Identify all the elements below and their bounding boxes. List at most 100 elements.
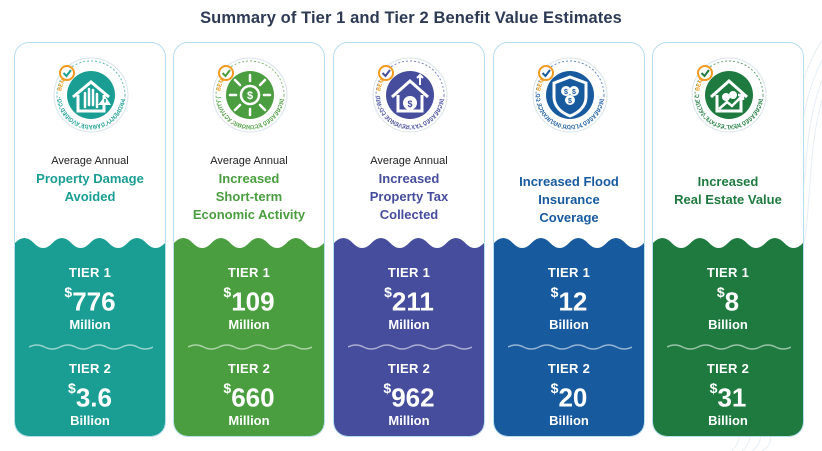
tier-2-label: TIER 2 xyxy=(387,361,431,376)
card-lead: Average Annual xyxy=(370,155,448,167)
wave-edge xyxy=(494,238,644,253)
tier-2-unit: Billion xyxy=(708,412,748,428)
tier-2-unit: Million xyxy=(228,412,270,428)
tier-2-amount: 31 xyxy=(717,382,747,413)
tier-2-value: $3.6 xyxy=(15,378,165,412)
tier-1-block: TIER 1 $12 Billion xyxy=(494,265,644,332)
tier-2-value: $20 xyxy=(494,378,644,412)
wave-edge xyxy=(15,238,165,253)
tier-panel: TIER 1 $109 Million TIER 2 $660 Million xyxy=(174,233,324,436)
tier-1-unit: Million xyxy=(388,316,430,332)
svg-text:$: $ xyxy=(568,98,572,105)
tier-1-unit: Billion xyxy=(549,316,589,332)
svg-text:$: $ xyxy=(247,90,253,102)
tier-divider xyxy=(508,344,632,350)
tier-2-amount: 20 xyxy=(558,382,588,413)
tier-1-unit: Million xyxy=(228,316,270,332)
card-headline-line: Collected xyxy=(379,207,439,222)
wave-edge xyxy=(174,238,324,253)
tier-1-amount: 12 xyxy=(558,286,588,317)
house-moneybag-icon: INCREASED TAX REVENUE CO-WIDEBENEFIT$ xyxy=(370,55,448,133)
house-hand-warning-icon: PROPERTY DAMAGE AVOIDED CO-WIDEBENEFIT xyxy=(51,55,129,133)
benefit-card-real-estate: INCREASED REAL ESTATE VALUE CO-WIDEBENEF… xyxy=(652,42,804,437)
tier-1-value: $211 xyxy=(334,282,484,316)
tier-2-label: TIER 2 xyxy=(547,361,591,376)
card-headline-line: Short-term xyxy=(215,189,283,204)
card-headline-line: Increased xyxy=(697,174,759,189)
tier-2-amount: 962 xyxy=(391,382,435,413)
tier-2-block: TIER 2 $3.6 Billion xyxy=(15,361,165,428)
card-headline-line: Increased Flood xyxy=(519,174,619,189)
dollar-sign: $ xyxy=(64,284,73,300)
tier-2-block: TIER 2 $20 Billion xyxy=(494,361,644,428)
benefit-card-economic-activity: INCREASED ECONOMIC ACTIVITY (GVA)BENEFIT… xyxy=(173,42,325,437)
tier-2-unit: Million xyxy=(388,412,430,428)
money-arrows-icon: INCREASED ECONOMIC ACTIVITY (GVA)BENEFIT… xyxy=(210,55,288,133)
tier-2-label: TIER 2 xyxy=(706,361,750,376)
card-lead: Average Annual xyxy=(51,155,129,167)
card-headline-line: Economic Activity xyxy=(192,207,306,222)
card-headline-line: Avoided xyxy=(64,189,116,204)
shield-coins-icon: INCREASED FLOOD INSURANCE COVERAGE CO-WI… xyxy=(530,55,608,133)
svg-text:$: $ xyxy=(407,99,412,109)
tier-1-block: TIER 1 $8 Billion xyxy=(653,265,803,332)
dollar-sign: $ xyxy=(223,284,232,300)
page-title: Summary of Tier 1 and Tier 2 Benefit Val… xyxy=(200,9,622,27)
tier-panel: TIER 1 $211 Million TIER 2 $962 Million xyxy=(334,233,484,436)
card-headline-line: Coverage xyxy=(539,210,599,225)
dollar-sign: $ xyxy=(384,284,392,300)
tier-2-label: TIER 2 xyxy=(227,361,271,376)
tier-divider xyxy=(188,344,312,350)
tier-1-amount: 109 xyxy=(231,286,275,317)
benefit-card-flood-insurance: INCREASED FLOOD INSURANCE COVERAGE CO-WI… xyxy=(493,42,645,437)
tier-1-value: $776 xyxy=(15,282,165,316)
tier-2-block: TIER 2 $31 Billion xyxy=(653,361,803,428)
benefit-card-property-damage: PROPERTY DAMAGE AVOIDED CO-WIDEBENEFIT A… xyxy=(14,42,166,437)
tier-1-label: TIER 1 xyxy=(706,265,750,280)
wave-edge xyxy=(334,238,484,253)
tier-1-label: TIER 1 xyxy=(547,265,591,280)
tier-1-unit: Million xyxy=(69,316,111,332)
tier-panel: TIER 1 $12 Billion TIER 2 $20 Billion xyxy=(494,233,644,436)
tier-2-label: TIER 2 xyxy=(68,361,112,376)
tier-1-amount: 776 xyxy=(72,286,116,317)
tier-2-unit: Billion xyxy=(549,412,589,428)
tier-1-block: TIER 1 $109 Million xyxy=(174,265,324,332)
tier-divider xyxy=(348,344,472,350)
card-headline-line: Increased xyxy=(378,171,440,186)
card-lead: Average Annual xyxy=(210,155,288,167)
tier-1-value: $12 xyxy=(494,282,644,316)
tier-1-unit: Billion xyxy=(708,316,748,332)
tier-2-value: $660 xyxy=(174,378,324,412)
tier-1-block: TIER 1 $776 Million xyxy=(15,265,165,332)
tier-2-block: TIER 2 $962 Million xyxy=(334,361,484,428)
dollar-sign: $ xyxy=(550,284,559,300)
card-headline-line: Real Estate Value xyxy=(674,192,782,207)
tier-divider xyxy=(667,344,791,350)
tier-2-value: $31 xyxy=(653,378,803,412)
tier-2-amount: 3.6 xyxy=(75,382,112,413)
dollar-sign: $ xyxy=(716,284,725,300)
dollar-sign: $ xyxy=(383,380,392,396)
svg-text:$: $ xyxy=(564,89,568,96)
tier-1-label: TIER 1 xyxy=(227,265,271,280)
dollar-sign: $ xyxy=(223,380,232,396)
tier-2-unit: Billion xyxy=(70,412,110,428)
card-headline-line: Increased xyxy=(218,171,280,186)
dollar-sign: $ xyxy=(709,380,718,396)
tier-panel: TIER 1 $776 Million TIER 2 $3.6 Billion xyxy=(15,233,165,436)
dollar-sign: $ xyxy=(550,380,559,396)
tier-1-value: $8 xyxy=(653,282,803,316)
tier-1-amount: 8 xyxy=(724,286,740,317)
card-headline-line: Property Tax xyxy=(369,189,449,204)
tier-1-block: TIER 1 $211 Million xyxy=(334,265,484,332)
benefit-card-property-tax: INCREASED TAX REVENUE CO-WIDEBENEFIT$ Av… xyxy=(333,42,485,437)
tier-2-block: TIER 2 $660 Million xyxy=(174,361,324,428)
card-headline-line: Insurance xyxy=(538,192,600,207)
house-growth-icon: INCREASED REAL ESTATE VALUE CO-WIDEBENEF… xyxy=(689,55,767,133)
tier-2-amount: 660 xyxy=(231,382,275,413)
dollar-sign: $ xyxy=(68,380,76,396)
tier-1-amount: 211 xyxy=(391,286,434,317)
tier-1-value: $109 xyxy=(174,282,324,316)
svg-text:$: $ xyxy=(572,89,576,96)
